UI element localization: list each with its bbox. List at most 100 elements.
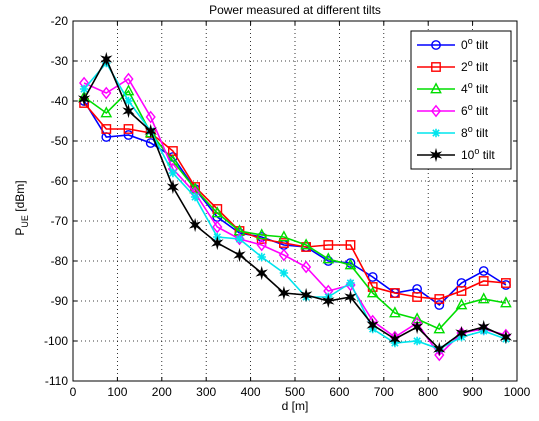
legend-item: 6o tilt	[417, 102, 489, 118]
legend-item: 2o tilt	[417, 58, 489, 74]
data-point	[257, 252, 266, 262]
y-axis-label-unit: [dBm]	[13, 180, 27, 215]
chart-title: Power measured at different tilts	[209, 3, 381, 17]
x-tick-label: 0	[70, 385, 77, 399]
legend-label: 0o tilt	[461, 36, 489, 52]
data-point	[278, 248, 289, 262]
legend-marker	[430, 104, 442, 118]
data-point	[346, 278, 355, 288]
data-point	[77, 91, 91, 107]
data-point	[123, 124, 134, 134]
data-point	[389, 306, 401, 318]
series-5	[77, 51, 513, 357]
data-point	[390, 288, 400, 298]
data-point	[344, 289, 357, 305]
data-point	[344, 258, 357, 270]
data-point	[477, 319, 490, 335]
data-point	[123, 130, 134, 140]
data-point	[412, 292, 422, 302]
data-point	[277, 285, 291, 301]
legend-label-number: 8	[461, 126, 468, 140]
data-point	[188, 217, 202, 233]
data-point	[412, 336, 422, 346]
data-point	[501, 278, 511, 288]
legend-label-text: tilt	[473, 60, 489, 74]
data-point	[100, 106, 113, 118]
data-point	[499, 329, 513, 345]
x-tick-label: 900	[463, 385, 483, 399]
x-tick-label: 300	[196, 385, 216, 399]
legend-label-text: tilt	[473, 82, 489, 96]
series-line	[83, 57, 507, 351]
data-point	[455, 325, 468, 341]
legend-label-number: 10	[461, 148, 475, 162]
legend-marker	[429, 147, 443, 163]
data-point	[279, 268, 289, 278]
data-point	[145, 110, 156, 124]
data-point	[100, 51, 113, 67]
legend-item: 0o tilt	[417, 36, 489, 52]
y-tick-label: -50	[51, 134, 69, 148]
x-tick-label: 200	[152, 385, 172, 399]
legend-marker	[431, 40, 441, 50]
data-point	[300, 238, 312, 250]
data-point	[166, 179, 180, 195]
y-tick-label: -110	[45, 374, 68, 388]
y-tick-label: -70	[51, 214, 69, 228]
x-tick-label: 600	[329, 385, 349, 399]
data-point	[323, 240, 334, 250]
data-point	[233, 247, 246, 263]
data-point	[434, 300, 445, 310]
data-point	[123, 72, 134, 86]
x-tick-label: 100	[107, 385, 127, 399]
data-point	[190, 192, 200, 202]
data-point	[455, 298, 468, 310]
data-point	[410, 319, 424, 335]
x-tick-label: 800	[418, 385, 438, 399]
data-point	[478, 266, 489, 276]
legend-label-superscript: o	[468, 102, 473, 112]
y-tick-label: -80	[51, 254, 69, 268]
x-tick-label: 500	[285, 385, 305, 399]
data-point	[256, 238, 267, 252]
data-point	[101, 86, 112, 100]
x-tick-label: 700	[374, 385, 394, 399]
data-point	[434, 348, 445, 362]
data-point	[124, 96, 133, 106]
data-point	[367, 272, 378, 282]
data-point	[477, 292, 490, 304]
data-point	[433, 341, 446, 357]
x-tick-label: 1000	[504, 385, 531, 399]
legend-label: 6o tilt	[461, 102, 489, 118]
legend-label-number: 6	[461, 104, 468, 118]
data-point	[299, 287, 313, 303]
data-point	[278, 230, 290, 242]
y-tick-label: -90	[51, 294, 69, 308]
y-tick-label: -40	[51, 94, 69, 108]
legend-item: 10o tilt	[417, 146, 495, 163]
y-tick-label: -100	[44, 334, 68, 348]
data-point	[478, 276, 489, 286]
legend-box	[410, 30, 512, 170]
legend-label-number: 2	[461, 60, 468, 74]
legend-label-text: tilt	[473, 126, 489, 140]
data-point	[211, 206, 224, 218]
legend-label-superscript: o	[468, 80, 473, 90]
data-point	[456, 286, 467, 296]
data-point	[366, 317, 379, 333]
y-axis-label: PUE [dBm]	[13, 180, 30, 235]
legend-label: 10o tilt	[461, 146, 495, 162]
legend-label-superscript: o	[468, 36, 473, 46]
legend-marker	[431, 62, 441, 72]
y-tick-label: -30	[51, 54, 69, 68]
data-point	[79, 84, 89, 94]
y-axis-label-sub: UE	[20, 215, 30, 228]
y-tick-label: -20	[51, 14, 69, 28]
data-point	[433, 322, 446, 334]
legend-item: 4o tilt	[417, 80, 489, 96]
data-point	[322, 293, 335, 309]
data-point	[211, 235, 224, 251]
legend-label-text: tilt	[479, 148, 495, 162]
data-point	[235, 234, 244, 244]
y-axis-label-main: P	[13, 228, 27, 236]
